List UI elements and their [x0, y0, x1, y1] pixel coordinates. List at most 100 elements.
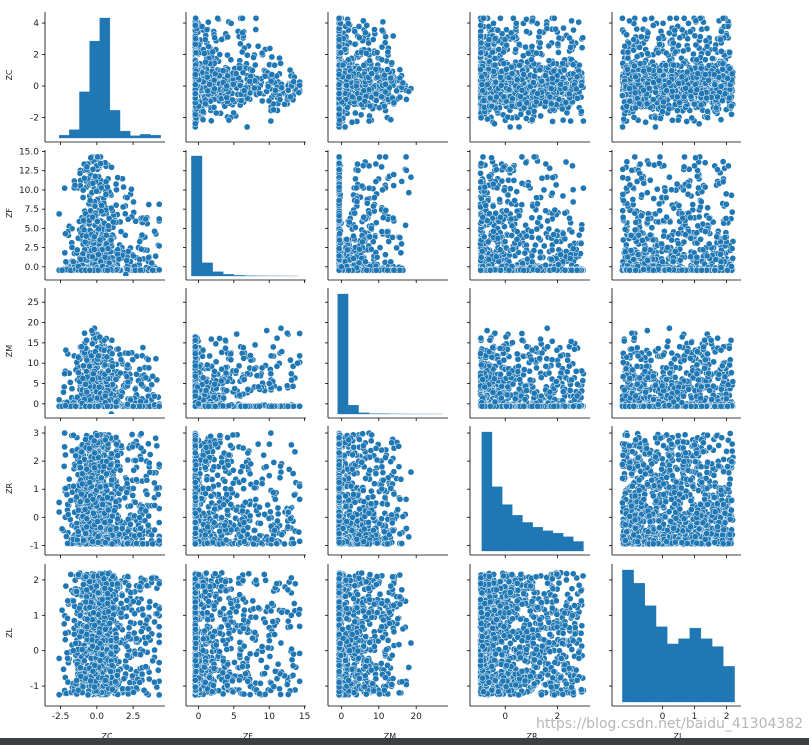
- scatter-point: [576, 19, 582, 25]
- scatter-point: [559, 106, 565, 112]
- scatter-point: [672, 27, 678, 33]
- scatter-point: [204, 74, 210, 80]
- scatter-point: [680, 48, 686, 54]
- scatter-points: [477, 15, 586, 130]
- scatter-point: [120, 184, 126, 190]
- scatter-point: [230, 81, 236, 87]
- scatter-point: [348, 4, 354, 10]
- scatter-point: [663, 50, 669, 56]
- scatter-point: [336, 36, 342, 42]
- scatter-point: [268, 118, 274, 124]
- subplot-zc-vs-zm: [325, 0, 448, 145]
- scatter-point: [393, 88, 399, 94]
- scatter-point: [523, 28, 529, 34]
- scatter-point: [679, 74, 685, 80]
- scatter-point: [239, 15, 245, 21]
- scatter-point: [192, 82, 198, 88]
- scatter-point: [192, 91, 198, 97]
- scatter-point: [202, 59, 208, 65]
- histogram-bar: [69, 130, 79, 138]
- scatter-point: [336, 71, 342, 77]
- scatter-point: [696, 121, 702, 127]
- scatter-point: [244, 52, 250, 58]
- scatter-point: [516, 124, 522, 130]
- scatter-point: [290, 79, 296, 85]
- scatter-point: [478, 40, 484, 46]
- scatter-point: [212, 35, 218, 41]
- scatter-point: [272, 87, 278, 93]
- scatter-point: [247, 78, 253, 84]
- scatter-point: [656, 67, 662, 73]
- scatter-point: [674, 108, 680, 114]
- scatter-point: [555, 41, 561, 47]
- histogram-bar: [110, 110, 120, 138]
- scatter-point: [684, 69, 690, 75]
- scatter-point: [217, 51, 223, 57]
- scatter-point: [277, 97, 283, 103]
- scatter-point: [239, 30, 245, 36]
- scatter-point: [546, 43, 552, 49]
- scatter-point: [193, 15, 199, 21]
- scatter-point: [228, 57, 234, 63]
- scatter-point: [538, 113, 544, 119]
- scatter-point: [369, 71, 375, 77]
- scatter-point: [336, 43, 342, 49]
- scatter-point: [549, 75, 555, 81]
- scatter-point: [551, 15, 557, 21]
- scatter-point: [698, 102, 704, 108]
- scatter-point: [481, 98, 487, 104]
- scatter-point: [403, 96, 409, 102]
- scatter-point: [573, 86, 579, 92]
- scatter-point: [211, 104, 217, 110]
- scatter-point: [657, 41, 663, 47]
- scatter-point: [492, 62, 498, 68]
- scatter-point: [728, 111, 734, 117]
- scatter-point: [502, 36, 508, 42]
- scatter-point: [625, 49, 631, 55]
- scatter-point: [480, 15, 486, 21]
- scatter-point: [277, 60, 283, 66]
- scatter-point: [390, 33, 396, 39]
- scatter-point: [207, 81, 213, 87]
- scatter-point: [652, 124, 658, 130]
- scatter-point: [704, 43, 710, 49]
- scatter-point: [233, 71, 239, 77]
- scatter-point: [704, 25, 710, 31]
- scatter-point: [353, 83, 359, 89]
- scatter-point: [385, 49, 391, 55]
- scatter-point: [549, 118, 555, 124]
- scatter-point: [634, 26, 640, 32]
- scatter-point: [703, 38, 709, 44]
- scatter-point: [560, 117, 566, 123]
- scatter-points: [56, 154, 306, 289]
- scatter-point: [489, 49, 495, 55]
- scatter-point: [493, 79, 499, 85]
- scatter-point: [673, 15, 679, 21]
- scatter-point: [128, 186, 134, 192]
- y-tick-label: 4: [33, 19, 39, 29]
- scatter-point: [297, 82, 303, 88]
- scatter-point: [713, 105, 719, 111]
- scatter-point: [208, 118, 214, 124]
- scatter-point: [516, 41, 522, 47]
- scatter-point: [224, 83, 230, 89]
- scatter-point: [497, 15, 503, 21]
- scatter-point: [712, 82, 718, 88]
- scatter-point: [698, 65, 704, 71]
- scatter-point: [718, 28, 724, 34]
- scatter-point: [580, 118, 586, 124]
- scatter-point: [704, 108, 710, 114]
- scatter-point: [336, 82, 342, 88]
- scatter-point: [400, 80, 406, 86]
- scatter-point: [267, 45, 273, 51]
- scatter-point: [529, 43, 535, 49]
- scatter-point: [379, 44, 385, 50]
- y-tick-label: -2: [30, 114, 39, 124]
- scatter-point: [705, 77, 711, 83]
- scatter-point: [542, 72, 548, 78]
- scatter-point: [546, 58, 552, 64]
- scatter-point: [224, 95, 230, 101]
- scatter-point: [622, 43, 628, 49]
- scatter-point: [509, 71, 515, 77]
- scatter-point: [507, 124, 513, 130]
